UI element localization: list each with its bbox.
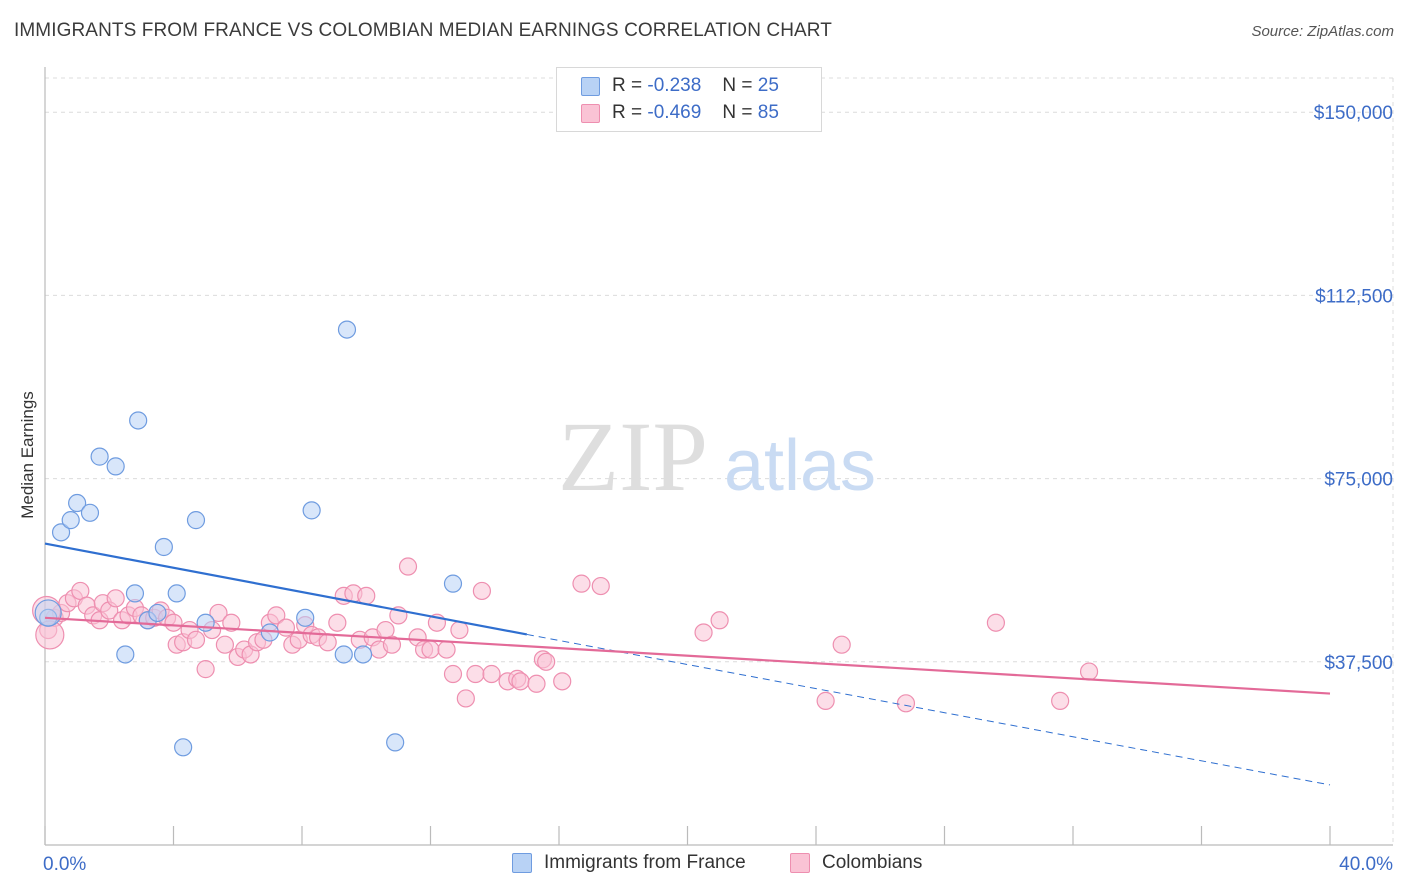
france-point bbox=[90, 447, 109, 466]
france-trend-extension bbox=[526, 633, 1331, 786]
legend-label-france: Immigrants from France bbox=[544, 852, 746, 873]
legend-n-value-colombians: 85 bbox=[757, 102, 779, 123]
data-points bbox=[32, 320, 1099, 757]
colombians-point bbox=[694, 623, 713, 642]
colombians-point bbox=[196, 660, 215, 679]
legend-r-label: R = bbox=[612, 102, 643, 123]
france-point bbox=[154, 537, 173, 557]
colombians-point bbox=[328, 613, 347, 632]
colombians-point bbox=[1079, 662, 1099, 681]
colombians-point bbox=[186, 630, 206, 649]
colombians-point bbox=[215, 635, 234, 654]
legend-item-colombians[interactable]: Colombians bbox=[790, 852, 922, 874]
colombians-point bbox=[267, 606, 286, 625]
colombians-point bbox=[591, 576, 610, 596]
legend-label-colombians: Colombians bbox=[822, 852, 923, 873]
legend-swatch-france bbox=[512, 853, 532, 873]
legend-n-label: N = bbox=[722, 102, 753, 123]
france-point bbox=[129, 411, 148, 430]
y-tick-label: $37,500 bbox=[1324, 653, 1393, 674]
colombians-point bbox=[276, 618, 296, 637]
colombians-point bbox=[1051, 691, 1070, 710]
x-tick-label-start: 0.0% bbox=[43, 854, 86, 875]
france-point bbox=[174, 738, 193, 757]
france-point bbox=[167, 584, 186, 603]
colombians-point bbox=[466, 664, 485, 684]
source-label: Source: ZipAtlas.com bbox=[1251, 23, 1394, 40]
colombians-point bbox=[710, 611, 729, 630]
france-point bbox=[353, 645, 373, 664]
legend-swatch-france bbox=[581, 76, 600, 96]
colombians-point bbox=[450, 620, 469, 640]
france-point bbox=[61, 511, 80, 530]
france-point bbox=[80, 503, 100, 522]
legend-swatch-colombians bbox=[581, 103, 600, 123]
colombians-point bbox=[572, 574, 591, 593]
legend-item-france[interactable]: Immigrants from France bbox=[512, 852, 746, 874]
legend-swatch-colombians bbox=[790, 853, 810, 873]
correlation-legend: R = -0.238 N = 25 R = -0.469 N = 85 bbox=[556, 67, 822, 132]
watermark-zip: ZIP bbox=[558, 401, 708, 512]
legend-r-value-france: -0.238 bbox=[647, 75, 702, 96]
tick-labels: $37,500 $75,000 $112,500 $150,000 0.0% 40.0% bbox=[43, 103, 1393, 875]
y-tick-label: $75,000 bbox=[1324, 470, 1393, 491]
france-point bbox=[443, 574, 463, 593]
france-point bbox=[386, 733, 405, 752]
legend-n-value-france: 25 bbox=[757, 75, 779, 96]
colombians-point bbox=[318, 633, 337, 652]
colombians-point bbox=[553, 672, 572, 691]
france-point bbox=[34, 599, 62, 627]
france-point bbox=[186, 511, 206, 530]
colombians-point bbox=[222, 613, 241, 632]
colombians-point bbox=[164, 613, 183, 632]
colombians-point bbox=[527, 674, 546, 693]
y-tick-label: $112,500 bbox=[1315, 286, 1393, 307]
gridlines bbox=[45, 77, 1394, 845]
colombians-point bbox=[537, 652, 556, 671]
colombians-trend-line bbox=[44, 616, 1331, 695]
colombians-point bbox=[986, 613, 1006, 632]
colombians-point bbox=[437, 640, 456, 659]
colombians-point bbox=[382, 635, 402, 654]
watermark: ZIP atlas bbox=[558, 401, 876, 512]
france-point bbox=[68, 493, 87, 513]
france-point bbox=[125, 584, 145, 603]
legend-r-label: R = bbox=[612, 75, 643, 96]
colombians-point bbox=[456, 689, 475, 708]
colombians-point bbox=[816, 691, 835, 710]
colombians-point bbox=[398, 557, 418, 576]
x-tick-label-end: 40.0% bbox=[1339, 854, 1393, 875]
colombians-point bbox=[106, 589, 125, 608]
france-point bbox=[148, 603, 167, 623]
legend-n-label: N = bbox=[722, 75, 753, 96]
legend-row-france: R = -0.238 N = 25 bbox=[581, 74, 779, 98]
trend-lines bbox=[44, 542, 1331, 786]
france-point bbox=[116, 645, 135, 664]
colombians-point bbox=[832, 635, 851, 654]
colombians-point bbox=[511, 672, 530, 691]
france-point bbox=[337, 320, 357, 339]
colombians-point bbox=[357, 586, 376, 605]
france-point bbox=[296, 608, 315, 627]
france-point bbox=[51, 523, 71, 542]
chart-title: IMMIGRANTS FROM FRANCE VS COLOMBIAN MEDI… bbox=[14, 20, 832, 41]
france-point bbox=[302, 501, 321, 520]
colombians-point bbox=[421, 640, 440, 659]
legend-row-colombians: R = -0.469 N = 85 bbox=[581, 101, 779, 125]
france-point bbox=[106, 457, 125, 476]
axes bbox=[44, 67, 1393, 846]
colombians-point bbox=[482, 664, 501, 684]
series-legend: Immigrants from France Colombians bbox=[0, 852, 1406, 878]
colombians-point bbox=[209, 603, 228, 623]
y-tick-label: $150,000 bbox=[1314, 103, 1393, 124]
colombians-point bbox=[896, 694, 916, 713]
france-trend-line bbox=[44, 542, 528, 636]
france-point bbox=[334, 645, 353, 664]
colombians-point bbox=[472, 581, 491, 601]
legend-r-value-colombians: -0.469 bbox=[647, 102, 702, 123]
watermark-atlas: atlas bbox=[724, 426, 876, 506]
colombians-point bbox=[443, 664, 463, 684]
